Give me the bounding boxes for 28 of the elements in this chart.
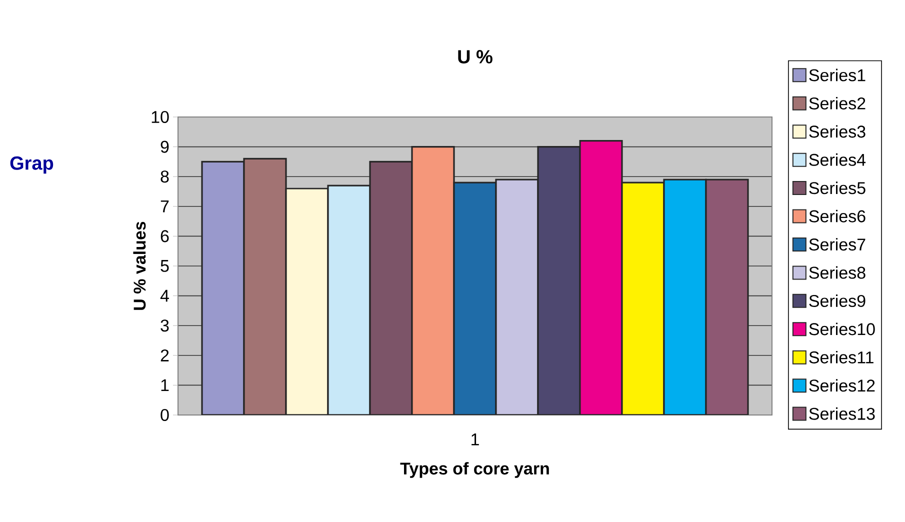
legend-label: Series7 (809, 238, 866, 251)
legend-label: Series8 (809, 266, 866, 279)
legend-label: Series10 (809, 322, 875, 336)
legend-label: Series9 (809, 294, 866, 308)
legend-label: Series3 (809, 125, 866, 138)
x-axis-title: Types of core yarn (400, 462, 549, 478)
chart-title: U % (458, 50, 492, 64)
text: Grap (10, 156, 54, 174)
legend-label: Series1 (809, 68, 866, 82)
legend-label: Series2 (809, 97, 866, 110)
y-tick-label: 10 (152, 110, 169, 124)
y-axis-title: U % values (133, 222, 146, 310)
y-tick-label: 6 (160, 230, 169, 242)
y-tick-label: 7 (160, 200, 169, 212)
y-tick-label: 0 (160, 408, 169, 422)
legend-label: Series5 (809, 182, 866, 194)
legend-label: Series13 (809, 407, 875, 420)
legend-label: Series11 (809, 350, 874, 364)
legend-label: Series4 (809, 153, 866, 166)
y-tick-label: 5 (160, 260, 169, 272)
legend-label: Series6 (809, 210, 866, 222)
legend-label: Series12 (809, 379, 875, 392)
y-tick-label: 2 (160, 349, 169, 362)
y-tick-label: 1 (161, 379, 169, 392)
y-tick-label: 8 (160, 170, 169, 183)
y-tick-label: 9 (160, 140, 169, 153)
y-tick-label: 4 (160, 290, 169, 302)
y-tick-label: 3 (160, 320, 169, 332)
